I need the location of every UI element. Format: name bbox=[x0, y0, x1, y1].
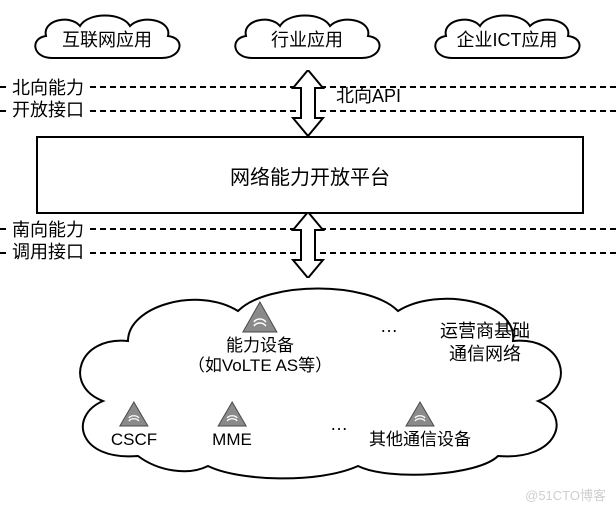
node-other-comm: 其他通信设备 bbox=[369, 400, 471, 450]
triangle-icon bbox=[404, 400, 436, 428]
node-cscf: CSCF bbox=[111, 400, 157, 450]
node-capability-device: 能力设备 （如VoLTE AS等） bbox=[188, 300, 332, 377]
triangle-icon bbox=[118, 400, 150, 428]
watermark: @51CTO博客 bbox=[525, 485, 606, 504]
cloud-enterprise-ict-app: 企业ICT应用 bbox=[422, 8, 592, 70]
operator-label-line2: 通信网络 bbox=[440, 343, 530, 366]
cloud-label: 互联网应用 bbox=[62, 26, 152, 52]
triangle-icon bbox=[241, 300, 279, 334]
south-double-arrow-icon bbox=[291, 212, 325, 278]
ellipsis-top: … bbox=[380, 316, 398, 337]
cloud-label: 行业应用 bbox=[271, 26, 343, 52]
north-interface-label: 北向能力 开放接口 bbox=[8, 78, 88, 121]
platform-label: 网络能力开放平台 bbox=[230, 161, 390, 190]
north-interface-line2: 开放接口 bbox=[12, 100, 84, 122]
node-label-line1: 能力设备 bbox=[188, 336, 332, 356]
triangle-icon bbox=[216, 400, 248, 428]
cloud-label: 企业ICT应用 bbox=[457, 26, 558, 52]
node-label-line1: MME bbox=[212, 430, 252, 450]
cloud-internet-app: 互联网应用 bbox=[22, 8, 192, 70]
ellipsis-bottom: … bbox=[330, 414, 348, 435]
operator-network-label: 运营商基础 通信网络 bbox=[440, 320, 530, 367]
node-label-line1: CSCF bbox=[111, 430, 157, 450]
operator-label-line1: 运营商基础 bbox=[440, 320, 530, 343]
node-label-line1: 其他通信设备 bbox=[369, 430, 471, 450]
platform-box: 网络能力开放平台 bbox=[36, 136, 584, 214]
node-mme: MME bbox=[212, 400, 252, 450]
north-double-arrow-icon bbox=[291, 70, 325, 136]
node-label-line2: （如VoLTE AS等） bbox=[188, 356, 332, 376]
south-interface-line2: 调用接口 bbox=[12, 242, 84, 264]
north-interface-line1: 北向能力 bbox=[12, 78, 84, 100]
cloud-industry-app: 行业应用 bbox=[222, 8, 392, 70]
south-interface-label: 南向能力 调用接口 bbox=[8, 220, 88, 263]
north-api-label: 北向API bbox=[336, 82, 401, 108]
south-interface-line1: 南向能力 bbox=[12, 220, 84, 242]
